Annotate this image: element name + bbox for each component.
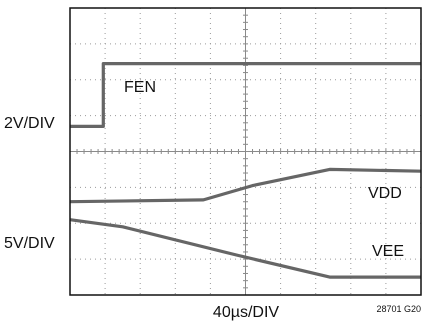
vdd-annotation: VDD: [368, 185, 402, 202]
channel-1-scale-label: 2V/DIV: [4, 115, 55, 132]
trace-fen: [70, 61, 421, 129]
x-axis-label: 40µs/DIV: [213, 304, 279, 321]
chart-traces: [69, 61, 422, 279]
vee-annotation: VEE: [372, 243, 404, 260]
trace-vdd: [69, 167, 422, 204]
trace-vee: [69, 218, 421, 279]
fen-annotation: FEN: [124, 79, 156, 96]
channel-2-scale-label: 5V/DIV: [4, 235, 55, 252]
chart-grid: [70, 8, 421, 295]
plot-frame: [69, 7, 422, 296]
figure-id-label: 28701 G20: [376, 304, 421, 314]
